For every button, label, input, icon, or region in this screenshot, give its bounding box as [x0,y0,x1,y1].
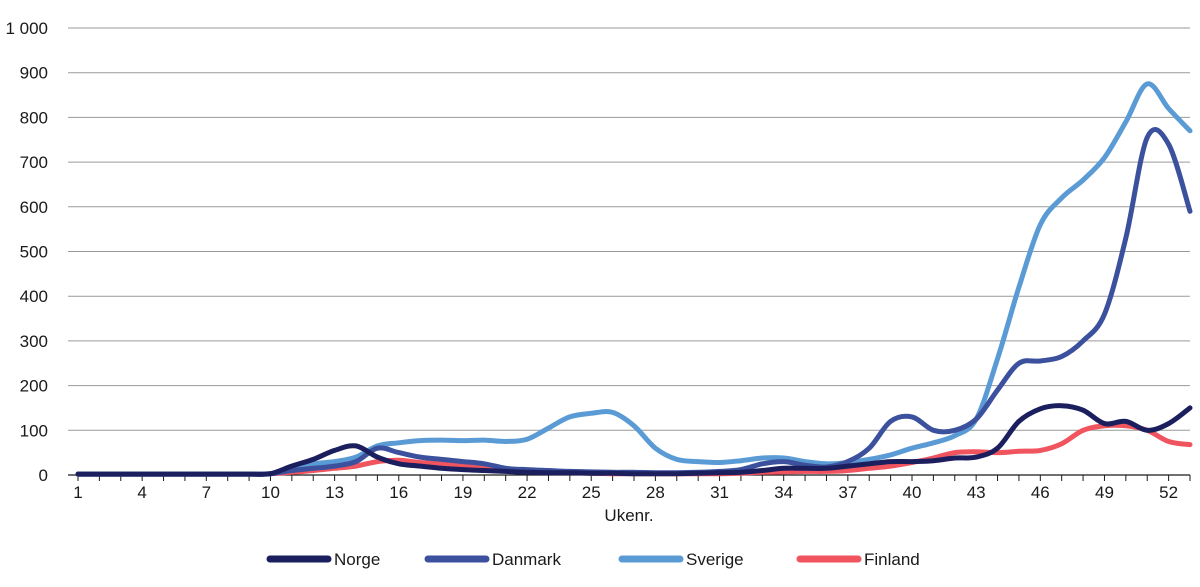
legend-label-danmark: Danmark [492,550,561,569]
y-tick-label: 600 [20,198,48,217]
legend-label-sverige: Sverige [686,550,744,569]
series-line-danmark [75,127,1193,477]
y-tick-label: 1 000 [5,19,48,38]
x-tick-label: 16 [389,483,408,502]
x-tick-label: 10 [261,483,280,502]
y-tick-label: 200 [20,377,48,396]
legend: Norge Danmark Sverige Finland [266,550,920,569]
y-tick-label: 800 [20,108,48,127]
x-tick-label: 37 [838,483,857,502]
x-tick-label: 31 [710,483,729,502]
x-axis-ticks: 1 4 7 10 13 16 19 22 25 28 31 34 37 40 43 46 49 52 [73,475,1191,502]
series-lines [75,81,1193,477]
x-tick-label: 52 [1159,483,1178,502]
y-tick-label: 0 [39,466,48,485]
series-line-norge [75,403,1193,477]
y-tick-label: 500 [20,243,48,262]
x-tick-label: 13 [325,483,344,502]
x-tick-label: 4 [137,483,146,502]
x-tick-label: 40 [903,483,922,502]
x-tick-label: 49 [1095,483,1114,502]
y-tick-label: 300 [20,332,48,351]
x-tick-label: 22 [518,483,537,502]
y-axis-ticks: 0 100 200 300 400 500 600 700 800 900 1 000 [5,19,48,485]
series-line-finland [75,422,1193,477]
x-tick-label: 19 [453,483,472,502]
y-tick-label: 700 [20,153,48,172]
x-tick-label: 43 [967,483,986,502]
x-tick-label: 7 [202,483,211,502]
x-tick-label: 25 [582,483,601,502]
x-tick-label: 28 [646,483,665,502]
x-tick-label: 34 [774,483,793,502]
gridlines [68,27,1190,431]
y-tick-label: 900 [20,64,48,83]
y-tick-label: 100 [20,421,48,440]
legend-label-finland: Finland [864,550,920,569]
legend-label-norge: Norge [334,550,380,569]
y-tick-label: 400 [20,287,48,306]
x-tick-label: 46 [1031,483,1050,502]
x-axis-title: Ukenr. [604,506,653,525]
x-tick-label: 1 [73,483,82,502]
